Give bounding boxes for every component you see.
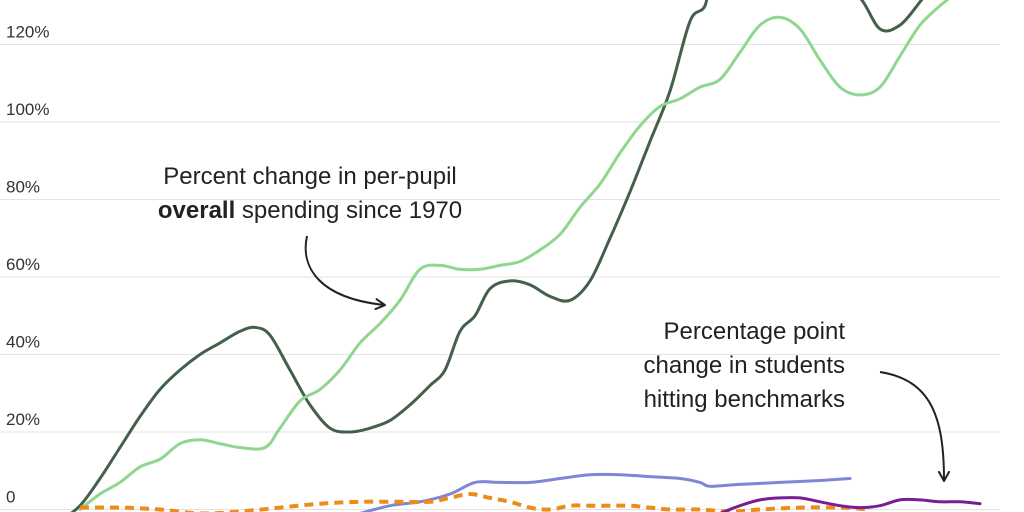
annotation-1: Percentage point change in students hittin… — [644, 318, 846, 413]
y-axis-tick-labels: 0 20% 40% 60% 80% 100% 120% — [6, 23, 49, 507]
series-line-4 — [719, 496, 982, 512]
series-line-2 — [359, 472, 852, 512]
y-tick-label: 120% — [6, 23, 49, 42]
y-tick-label: 40% — [6, 333, 40, 352]
annotation-arrows — [304, 235, 950, 482]
y-tick-label: 0 — [6, 488, 15, 507]
y-tick-label: 20% — [6, 410, 40, 429]
series-line-1 — [78, 0, 950, 511]
series-line-3 — [79, 492, 871, 512]
annotation-layer: Percent change in per-pupil overall spend… — [158, 163, 845, 413]
annotation-arrow-benchmarks — [879, 371, 950, 482]
series-line-0 — [70, 0, 924, 512]
y-tick-label: 80% — [6, 178, 40, 197]
annotation-0: Percent change in per-pupil overall spend… — [158, 163, 462, 224]
annotation-arrow-overall-spending — [304, 235, 386, 311]
series-layer — [70, 0, 982, 512]
grid-layer — [0, 44, 1000, 511]
y-tick-label: 100% — [6, 100, 49, 119]
y-tick-label: 60% — [6, 255, 40, 274]
